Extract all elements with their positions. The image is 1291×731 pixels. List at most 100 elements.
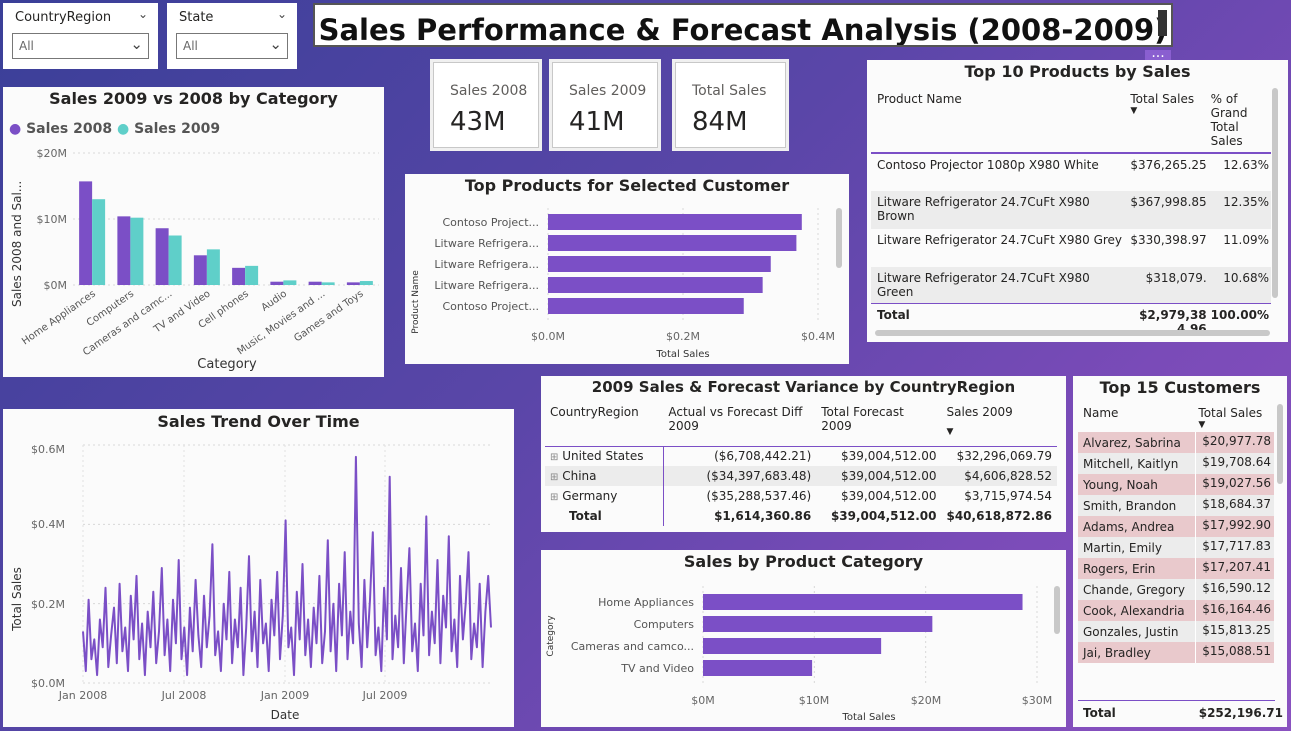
- bar-2008[interactable]: [155, 228, 169, 285]
- table-row[interactable]: Chande, Gregory $16,590.12: [1078, 579, 1274, 600]
- column-header[interactable]: Total Sales ▼: [1128, 88, 1208, 153]
- chevron-up-icon[interactable]: ⌄: [276, 7, 287, 21]
- column-header[interactable]: Total Sales ▼: [1195, 404, 1274, 432]
- category-bar[interactable]: [703, 638, 882, 654]
- expand-icon[interactable]: ⊞: [550, 492, 559, 503]
- column-header[interactable]: Name: [1083, 406, 1119, 420]
- diff-cell: ($6,708,442.21): [714, 449, 812, 464]
- table-row[interactable]: Young, Noah $19,027.56: [1078, 474, 1274, 495]
- column-header-label: Total Sales: [1130, 92, 1195, 106]
- forecast-cell: $39,004,512.00: [841, 489, 937, 503]
- legend-dot-icon: ●: [116, 121, 130, 137]
- table-row[interactable]: Mitchell, Kaitlyn $19,708.64: [1078, 453, 1274, 474]
- state-dropdown[interactable]: All ⌄: [176, 33, 288, 59]
- customer-sales: $19,708.64: [1202, 455, 1271, 469]
- category-x-axis-label: Category: [197, 357, 257, 372]
- table-row[interactable]: Gonzales, Justin $15,813.25: [1078, 621, 1274, 642]
- table-row[interactable]: Alvarez, Sabrina $20,977.78: [1078, 432, 1274, 453]
- sort-desc-icon: ▼: [1198, 420, 1206, 430]
- table-row[interactable]: Adams, Andrea $17,992.90: [1078, 516, 1274, 537]
- table-row[interactable]: Jai, Bradley $15,088.51: [1078, 642, 1274, 663]
- table-row[interactable]: Contoso Projector 1080p X980 White $376,…: [871, 153, 1271, 191]
- table-row[interactable]: ⊞ United States ($6,708,442.21) $39,004,…: [545, 446, 1057, 466]
- sort-desc-icon: ▼: [946, 427, 954, 437]
- bar-2008[interactable]: [308, 281, 322, 285]
- customer-sales: $20,977.78: [1202, 434, 1271, 448]
- trend-x-tick: Jan 2008: [58, 689, 107, 702]
- product-bar[interactable]: [548, 235, 797, 251]
- category-bar[interactable]: [703, 660, 813, 676]
- product-category-x-tick: $10M: [799, 694, 830, 707]
- product-pct: 12.35%: [1223, 195, 1269, 209]
- top10-title: Top 10 Products by Sales: [964, 62, 1191, 81]
- country-slicer-label: CountryRegion: [15, 10, 112, 25]
- page-title: Sales Performance & Forecast Analysis (2…: [318, 13, 1168, 47]
- vertical-scrollbar[interactable]: [1272, 88, 1278, 298]
- trend-chart-svg: Total Sales Date $0.6M $0.4M $0.2M $0.0M…: [10, 443, 492, 722]
- expand-icon[interactable]: ⊞: [550, 452, 559, 464]
- bar-2008[interactable]: [193, 255, 207, 285]
- bar-2008[interactable]: [79, 181, 93, 285]
- table-row[interactable]: Litware Refrigerator 24.7CuFt X980 Green…: [871, 267, 1271, 304]
- country-dropdown[interactable]: All ⌄: [12, 33, 149, 59]
- bar-2009[interactable]: [130, 217, 144, 285]
- product-category-scrollbar[interactable]: [1054, 586, 1060, 634]
- category-tick-label: Games and Toys: [292, 288, 365, 344]
- bar-2009[interactable]: [245, 265, 259, 285]
- column-header[interactable]: CountryRegion: [550, 405, 639, 419]
- product-bar[interactable]: [548, 298, 744, 314]
- table-row[interactable]: Litware Refrigerator 24.7CuFt X980 Grey …: [871, 229, 1271, 267]
- bar-2008[interactable]: [117, 216, 131, 285]
- table-row[interactable]: Cook, Alexandria $16,164.46: [1078, 600, 1274, 621]
- customer-sales: $19,027.56: [1202, 476, 1271, 490]
- table-row[interactable]: ⊞ China ($34,397,683.48) $39,004,512.00 …: [545, 466, 1057, 486]
- product-pct: 11.09%: [1223, 233, 1269, 247]
- table-row[interactable]: Litware Refrigerator 24.7CuFt X980 Brown…: [871, 191, 1271, 229]
- product-bar[interactable]: [548, 256, 771, 272]
- bar-2009[interactable]: [92, 199, 106, 285]
- chevron-up-icon[interactable]: ⌄: [137, 7, 148, 21]
- table-header-row: Name Total Sales ▼: [1078, 404, 1274, 432]
- table-row[interactable]: ⊞ Germany ($35,288,537.46) $39,004,512.0…: [545, 486, 1057, 506]
- table-row[interactable]: Martin, Emily $17,717.83: [1078, 537, 1274, 558]
- customer-chart-scrollbar[interactable]: [836, 208, 842, 268]
- customer-name: Chande, Gregory: [1078, 579, 1196, 600]
- column-header[interactable]: Product Name: [877, 92, 962, 106]
- customer-name: Young, Noah: [1078, 474, 1196, 495]
- column-header[interactable]: Actual vs Forecast Diff 2009: [668, 405, 803, 433]
- total-label: Total: [545, 506, 664, 526]
- product-tick-label: Litware Refrigera...: [434, 258, 539, 271]
- category-bar[interactable]: [703, 594, 1023, 610]
- state-slicer-label: State: [179, 10, 214, 25]
- scroll-handle-icon[interactable]: [1158, 10, 1167, 36]
- bar-2008[interactable]: [346, 282, 360, 285]
- column-header[interactable]: Sales 2009 ▼: [941, 402, 1057, 446]
- column-header[interactable]: % of Grand Total Sales: [1210, 92, 1248, 148]
- category-y-tick: $0M: [44, 279, 68, 292]
- column-header[interactable]: Total Forecast 2009: [821, 405, 904, 433]
- country-cell: ⊞ Germany: [545, 486, 664, 506]
- table-total-row: Total $1,614,360.86 $39,004,512.00 $40,6…: [545, 506, 1057, 526]
- vertical-scrollbar[interactable]: [1277, 404, 1283, 484]
- bar-2009[interactable]: [283, 280, 297, 285]
- category-bar[interactable]: [703, 616, 933, 632]
- bar-2009[interactable]: [206, 249, 220, 285]
- bar-2009[interactable]: [359, 281, 373, 285]
- bar-2009[interactable]: [321, 282, 335, 285]
- total-label: Total: [877, 308, 910, 322]
- expand-icon[interactable]: ⊞: [550, 472, 559, 483]
- trend-y-axis-label: Total Sales: [10, 567, 24, 632]
- country-name: United States: [562, 449, 644, 464]
- category-tick-label: Computers: [634, 618, 695, 631]
- table-row[interactable]: Smith, Brandon $18,684.37: [1078, 495, 1274, 516]
- trend-chart-title: Sales Trend Over Time: [157, 412, 360, 431]
- product-bar[interactable]: [548, 214, 802, 230]
- horizontal-scrollbar[interactable]: [875, 330, 1270, 336]
- bar-2009[interactable]: [168, 235, 182, 286]
- bar-2008[interactable]: [270, 281, 284, 285]
- product-bar[interactable]: [548, 277, 763, 293]
- bar-2008[interactable]: [232, 267, 246, 285]
- table-row[interactable]: Rogers, Erin $17,207.41: [1078, 558, 1274, 579]
- customer-name: Rogers, Erin: [1078, 558, 1196, 579]
- customers-table-card: Top 15 Customers Name Total Sales ▼ Alvar…: [1073, 376, 1287, 727]
